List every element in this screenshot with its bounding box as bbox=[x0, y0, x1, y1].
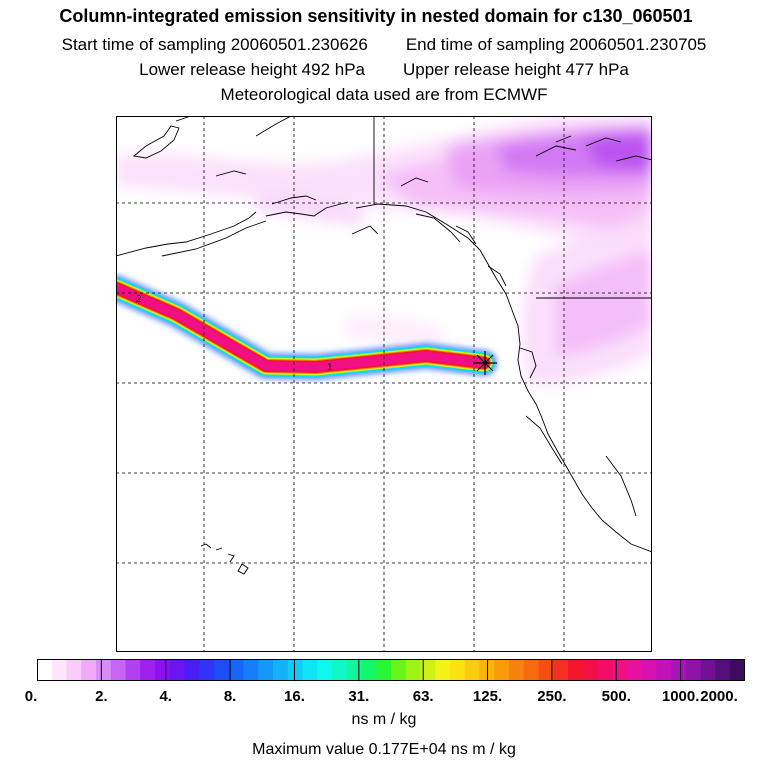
colorbar-cell bbox=[169, 659, 186, 681]
plot-title: Column-integrated emission sensitivity i… bbox=[59, 6, 693, 26]
colorbar-cell bbox=[66, 659, 82, 681]
colorbar-cell bbox=[612, 659, 628, 681]
colorbar-cell bbox=[568, 659, 584, 681]
upper-height-label: Upper release height 477 hPa bbox=[403, 60, 629, 79]
sensitivity-field bbox=[116, 116, 652, 386]
colorbar-cell bbox=[730, 659, 745, 681]
colorbar-cell bbox=[243, 659, 259, 681]
colorbar-tick-label: 125. bbox=[472, 688, 503, 705]
colorbar-cell bbox=[346, 659, 363, 681]
track-label-1: 1 bbox=[327, 362, 333, 373]
colorbar-cell bbox=[494, 659, 510, 681]
colorbar-cell bbox=[582, 659, 599, 681]
sensitivity-map: 2 1 bbox=[116, 116, 652, 652]
colorbar-cell bbox=[464, 659, 481, 681]
colorbar-cell bbox=[287, 659, 304, 681]
colorbar-tick-label: 0. bbox=[24, 688, 38, 705]
colorbar-ticks bbox=[100, 659, 682, 681]
colorbar-tick-label: 31. bbox=[348, 688, 370, 705]
borders bbox=[373, 116, 652, 299]
coastlines bbox=[116, 116, 652, 575]
colorbar bbox=[37, 659, 745, 681]
colorbar-units: ns m / kg bbox=[351, 711, 417, 728]
sampling-times: Start time of sampling 20060501.230626 En… bbox=[0, 35, 768, 55]
colorbar-cell bbox=[671, 659, 687, 681]
colorbar-cell bbox=[700, 659, 717, 681]
colorbar-cell bbox=[155, 659, 171, 681]
colorbar-cell bbox=[405, 659, 422, 681]
colorbar-cell bbox=[597, 659, 613, 681]
colorbar-cell bbox=[81, 659, 97, 681]
colorbar-cell bbox=[686, 659, 702, 681]
colorbar-cell bbox=[125, 659, 141, 681]
colorbar-cell bbox=[317, 659, 333, 681]
colorbar-cell bbox=[302, 659, 318, 681]
colorbar-tick-label: 2. bbox=[95, 688, 108, 705]
colorbar-cell bbox=[258, 659, 274, 681]
colorbar-cell bbox=[553, 659, 569, 681]
colorbar-cell bbox=[214, 659, 230, 681]
colorbar-cell bbox=[273, 659, 289, 681]
release-heights: Lower release height 492 hPa Upper releas… bbox=[0, 60, 768, 80]
track-label-2: 2 bbox=[136, 294, 142, 305]
colorbar-cell bbox=[332, 659, 348, 681]
colorbar-cell bbox=[361, 659, 377, 681]
colorbar-cell bbox=[523, 659, 540, 681]
colorbar-cell bbox=[715, 659, 731, 681]
colorbar-cell bbox=[110, 659, 127, 681]
colorbar-cell bbox=[435, 659, 451, 681]
end-time-label: End time of sampling 20060501.230705 bbox=[405, 35, 707, 54]
met-data-label: Meteorological data used are from ECMWF bbox=[220, 85, 548, 104]
colorbar-tick-label: 1000. bbox=[661, 688, 700, 705]
colorbar-tick-label: 16. bbox=[284, 688, 305, 705]
colorbar-tick-label: 63. bbox=[412, 688, 434, 705]
lower-height-label: Lower release height 492 hPa bbox=[139, 60, 365, 79]
release-point-star-icon bbox=[473, 351, 497, 375]
colorbar-cell bbox=[450, 659, 466, 681]
colorbar-cell bbox=[420, 659, 436, 681]
colorbar-tick-label: 500. bbox=[601, 688, 631, 705]
colorbar-cell bbox=[627, 659, 643, 681]
colorbar-cell bbox=[37, 659, 53, 681]
colorbar-cell bbox=[96, 659, 112, 681]
colorbar-cell bbox=[391, 659, 407, 681]
colorbar-cell bbox=[228, 659, 245, 681]
colorbar-tick-label: 4. bbox=[159, 688, 172, 705]
colorbar-cell bbox=[656, 659, 672, 681]
colorbar-cell bbox=[509, 659, 525, 681]
colorbar-tick-label: 250. bbox=[537, 688, 567, 705]
trajectory-band bbox=[116, 275, 497, 380]
colorbar-cell bbox=[641, 659, 658, 681]
colorbar-cell bbox=[140, 659, 156, 681]
map-frame bbox=[116, 116, 652, 652]
colorbar-cell bbox=[538, 659, 554, 681]
colorbar-frame bbox=[37, 659, 745, 681]
colorbar-cell bbox=[376, 659, 392, 681]
colorbar-cell bbox=[184, 659, 200, 681]
colorbar-cells bbox=[37, 659, 745, 681]
start-time-label: Start time of sampling 20060501.230626 bbox=[61, 35, 368, 54]
colorbar-tick-label: 2000. bbox=[700, 688, 738, 705]
colorbar-tick-label: 8. bbox=[223, 688, 237, 705]
colorbar-cell bbox=[199, 659, 215, 681]
maximum-value-label: Maximum value 0.177E+04 ns m / kg bbox=[252, 741, 516, 758]
colorbar-cell bbox=[51, 659, 68, 681]
graticule bbox=[116, 116, 652, 652]
